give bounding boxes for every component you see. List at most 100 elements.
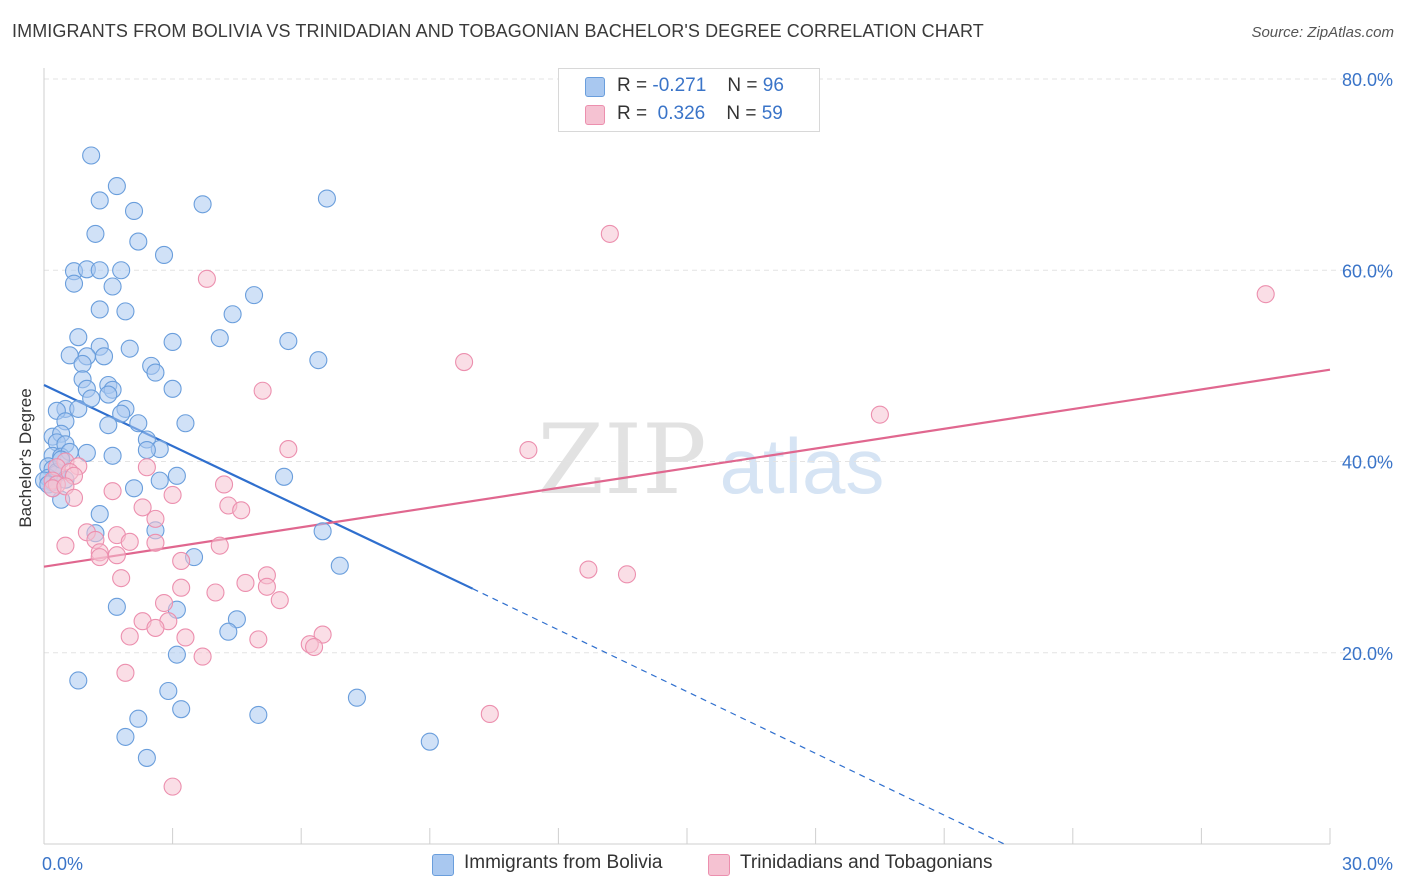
- point-trinidad: [120, 532, 139, 551]
- point-bolivia: [330, 556, 349, 575]
- point-trinidad: [64, 488, 84, 507]
- point-trinidad: [210, 536, 229, 555]
- point-bolivia: [73, 354, 92, 374]
- bottom-legend-label: Trinidadians and Tobagonians: [740, 852, 993, 873]
- point-trinidad: [232, 501, 251, 520]
- point-trinidad: [206, 583, 225, 602]
- legend: R = -0.271 N = 96 R = 0.326 N = 59: [558, 68, 820, 132]
- point-bolivia: [154, 245, 174, 264]
- x-tick-label: 0.0%: [42, 854, 83, 874]
- point-bolivia: [99, 385, 118, 404]
- point-trinidad: [137, 458, 156, 477]
- point-bolivia: [116, 302, 135, 321]
- tick-labels: 20.0% 40.0% 60.0% 80.0% 0.0% 30.0%: [42, 70, 1393, 874]
- legend-r-label: R =: [617, 103, 648, 124]
- point-bolivia: [94, 347, 114, 366]
- point-trinidad: [214, 475, 234, 494]
- point-trinidad: [617, 565, 637, 584]
- point-bolivia: [347, 688, 366, 707]
- legend-n-value: 59: [761, 103, 783, 124]
- point-bolivia: [112, 404, 131, 423]
- point-bolivia: [279, 331, 298, 351]
- point-bolivia: [129, 232, 148, 251]
- point-bolivia: [124, 201, 144, 221]
- point-bolivia: [90, 300, 109, 319]
- point-trinidad: [519, 440, 538, 460]
- chart-title: IMMIGRANTS FROM BOLIVIA VS TRINIDADIAN A…: [12, 21, 984, 41]
- point-trinidad: [249, 630, 268, 649]
- point-trinidad: [172, 551, 191, 571]
- y-tick-label: 60.0%: [1342, 261, 1393, 281]
- point-bolivia: [124, 479, 144, 498]
- point-trinidad: [236, 573, 255, 592]
- point-trinidad: [1256, 285, 1275, 304]
- point-bolivia: [244, 286, 264, 305]
- data-points: [34, 146, 1275, 796]
- y-tick-label: 80.0%: [1342, 70, 1393, 90]
- point-trinidad: [172, 578, 191, 597]
- point-trinidad: [197, 269, 216, 288]
- point-bolivia: [167, 645, 186, 664]
- trend-line-trinidad: [43, 368, 1331, 568]
- bottom-legend-swatch-bolivia: [432, 854, 454, 876]
- legend-r-value: 0.326: [657, 103, 706, 124]
- y-tick-label: 20.0%: [1342, 644, 1393, 664]
- point-bolivia: [193, 195, 212, 214]
- point-trinidad: [870, 405, 889, 424]
- point-bolivia: [99, 416, 118, 435]
- point-bolivia: [176, 414, 195, 433]
- legend-n-label: N =: [727, 75, 758, 96]
- point-bolivia: [103, 277, 122, 296]
- point-trinidad: [253, 381, 272, 400]
- point-trinidad: [146, 509, 165, 528]
- point-bolivia: [69, 671, 88, 690]
- point-trinidad: [120, 627, 139, 646]
- point-trinidad: [305, 637, 324, 657]
- point-bolivia: [69, 328, 88, 347]
- legend-r-label: R =: [617, 75, 648, 96]
- point-trinidad: [193, 647, 212, 666]
- point-bolivia: [86, 224, 105, 243]
- legend-r-value: -0.271: [652, 75, 707, 96]
- point-bolivia: [223, 305, 242, 324]
- point-bolivia: [146, 363, 165, 382]
- point-bolivia: [163, 379, 182, 398]
- point-bolivia: [107, 597, 126, 616]
- point-bolivia: [107, 177, 126, 196]
- point-bolivia: [313, 522, 332, 541]
- point-bolivia: [275, 467, 294, 486]
- point-bolivia: [116, 727, 135, 746]
- point-trinidad: [56, 536, 75, 555]
- point-trinidad: [163, 777, 182, 796]
- point-bolivia: [64, 274, 84, 293]
- point-trinidad: [112, 569, 131, 588]
- point-bolivia: [90, 191, 109, 210]
- point-bolivia: [77, 443, 96, 462]
- point-trinidad: [146, 533, 165, 552]
- point-bolivia: [69, 399, 88, 418]
- point-trinidad: [133, 498, 152, 517]
- point-bolivia: [90, 505, 109, 524]
- watermark: ZIP atlas: [537, 404, 884, 516]
- point-bolivia: [163, 332, 182, 352]
- point-trinidad: [103, 482, 122, 501]
- point-bolivia: [137, 748, 156, 767]
- point-bolivia: [167, 466, 186, 485]
- point-bolivia: [103, 446, 122, 465]
- chart-source: Source: ZipAtlas.com: [1251, 24, 1394, 41]
- bottom-legend-swatch-trinidad: [708, 854, 730, 876]
- point-bolivia: [120, 339, 139, 358]
- point-trinidad: [279, 440, 298, 459]
- y-tick-label: 40.0%: [1342, 453, 1393, 473]
- point-trinidad: [176, 628, 195, 647]
- point-bolivia: [150, 471, 169, 490]
- point-trinidad: [107, 546, 126, 565]
- point-bolivia: [159, 681, 178, 701]
- point-bolivia: [227, 610, 246, 629]
- point-trinidad: [90, 548, 109, 567]
- point-bolivia: [172, 700, 191, 719]
- point-bolivia: [82, 146, 101, 165]
- point-bolivia: [309, 351, 328, 370]
- point-trinidad: [579, 560, 598, 579]
- point-bolivia: [129, 709, 148, 728]
